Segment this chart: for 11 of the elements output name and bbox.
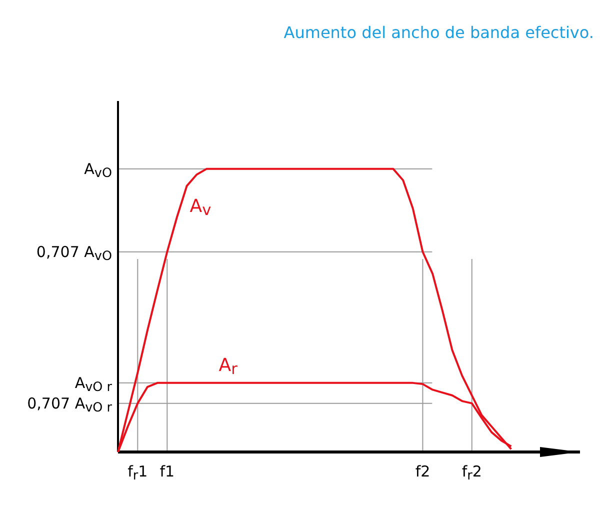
series-label: A$_{r}$ [218, 354, 238, 378]
x-tick-label: f$_{r}$2 [462, 462, 482, 484]
ref-line-label: 0,707 A$_{vO r}$ [27, 394, 113, 415]
ref-line-label: A$_{vO}$ [84, 160, 112, 181]
ref-line-label: 0,707 A$_{vO}$ [36, 242, 112, 264]
ref-line-label: A$_{vO r}$ [74, 374, 113, 395]
x-tick-label: f$_{r}$1 [128, 462, 148, 484]
chart-title: Aumento del ancho de banda efectivo. [284, 23, 594, 42]
x-tick-label: f1 [160, 462, 175, 481]
x-tick-label: f2 [415, 462, 430, 481]
series-label: A$_{v}$ [190, 196, 212, 219]
